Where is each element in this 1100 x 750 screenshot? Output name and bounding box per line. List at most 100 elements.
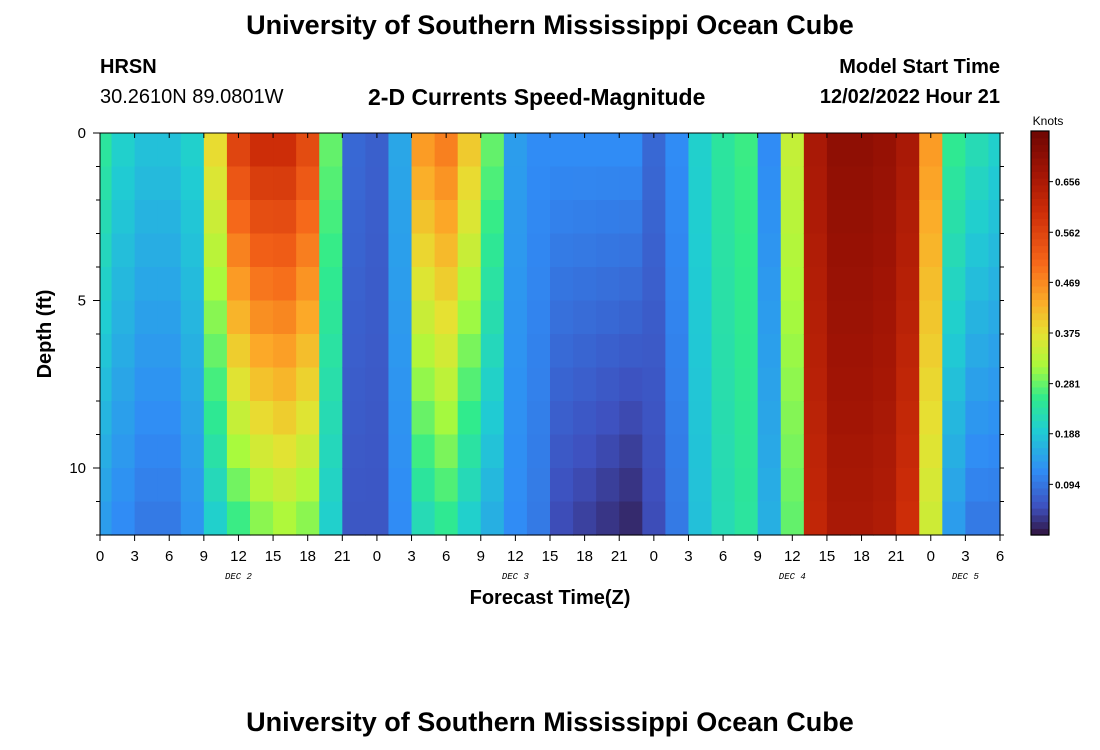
heatmap-cell: [919, 501, 943, 536]
colorbar-swatch: [1031, 319, 1049, 327]
x-tick-label: 12: [507, 548, 524, 565]
heatmap-cell: [665, 166, 690, 201]
heatmap-cell: [296, 300, 320, 335]
colorbar-tick-label: 0.562: [1055, 228, 1080, 239]
heatmap-cell: [734, 267, 759, 302]
heatmap-cell: [157, 367, 182, 402]
heatmap-cell: [134, 401, 159, 436]
heatmap-cell: [503, 233, 528, 268]
heatmap-cell: [250, 133, 274, 168]
heatmap-cell: [342, 334, 366, 369]
heatmap-cell: [180, 401, 205, 436]
heatmap-cell: [711, 501, 736, 536]
heatmap-cell: [296, 468, 320, 503]
heatmap-cell: [803, 434, 828, 469]
colorbar-swatch: [1031, 151, 1049, 159]
heatmap-cell: [157, 300, 182, 335]
heatmap-cell: [526, 367, 551, 402]
heatmap-cell: [180, 200, 205, 235]
heatmap-cell: [480, 233, 505, 268]
x-tick-label: 21: [334, 548, 351, 565]
heatmap-cell: [965, 200, 990, 235]
colorbar-tick-label: 0.281: [1055, 380, 1080, 391]
heatmap-cell: [100, 200, 113, 235]
heatmap-cell: [919, 401, 943, 436]
heatmap-cell: [180, 233, 205, 268]
heatmap-cell: [503, 468, 528, 503]
heatmap-cell: [942, 501, 966, 536]
heatmap-cell: [896, 501, 920, 536]
footer-title: University of Southern Mississippi Ocean…: [246, 707, 854, 737]
x-tick-label: 15: [265, 548, 282, 565]
heatmap-cell: [203, 233, 228, 268]
colorbar-swatch: [1031, 481, 1049, 489]
heatmap-cell: [457, 501, 482, 536]
heatmap-cell: [850, 434, 874, 469]
heatmap-cell: [273, 200, 297, 235]
heatmap-cell: [896, 334, 920, 369]
heatmap-cell: [157, 166, 182, 201]
heatmap-cell: [365, 300, 390, 335]
station-id: HRSN: [100, 56, 157, 78]
heatmap-cell: [503, 334, 528, 369]
colorbar-swatch: [1031, 279, 1049, 287]
heatmap-chart: 0 3 6 9 12 15 18 21 0 3 6 9 12 15 18 21 0 3 6 9 12 15 18 21 0 3 6 D…: [34, 114, 1080, 609]
heatmap-cell: [896, 434, 920, 469]
colorbar-swatch: [1031, 454, 1049, 462]
heatmap-cell: [411, 501, 436, 536]
x-tick-label: 6: [165, 548, 173, 565]
colorbar-swatch: [1031, 353, 1049, 361]
heatmap-cell: [942, 300, 966, 335]
heatmap-cell: [896, 233, 920, 268]
heatmap-cell: [480, 300, 505, 335]
heatmap-cell: [734, 300, 759, 335]
colorbar-swatch: [1031, 205, 1049, 213]
heatmap-cell: [596, 434, 620, 469]
colorbar-tick-label: 0.656: [1055, 178, 1080, 189]
heatmap-cell: [411, 367, 436, 402]
heatmap-cell: [457, 233, 482, 268]
heatmap-cell: [434, 334, 459, 369]
heatmap-cell: [134, 334, 159, 369]
heatmap-cell: [411, 434, 436, 469]
heatmap-cell: [942, 401, 966, 436]
colorbar-swatch: [1031, 265, 1049, 273]
heatmap-cell: [434, 166, 459, 201]
heatmap-cell: [619, 334, 643, 369]
heatmap-cell: [942, 468, 966, 503]
heatmap-cell: [203, 401, 228, 436]
heatmap-cell: [134, 501, 159, 536]
heatmap-cell: [134, 166, 159, 201]
colorbar-swatch: [1031, 508, 1049, 516]
heatmap-cell: [919, 334, 943, 369]
heatmap-cell: [503, 300, 528, 335]
x-tick-label: 0: [927, 548, 935, 565]
heatmap-cell: [965, 166, 990, 201]
heatmap-cell: [780, 468, 805, 503]
heatmap-cell: [526, 434, 551, 469]
heatmap-cell: [273, 468, 297, 503]
heatmap-cell: [619, 233, 643, 268]
heatmap-cell: [273, 166, 297, 201]
heatmap-cell: [780, 501, 805, 536]
heatmap-cell: [550, 133, 574, 168]
heatmap-cell: [780, 401, 805, 436]
heatmap-cell: [319, 267, 343, 302]
colorbar-swatch: [1031, 238, 1049, 247]
heatmap-cell: [988, 501, 1001, 536]
heatmap-cell: [503, 434, 528, 469]
colorbar-swatch: [1031, 299, 1049, 307]
colorbar-swatch: [1031, 191, 1049, 199]
heatmap-cell: [734, 434, 759, 469]
heatmap-cell: [711, 468, 736, 503]
heatmap-cell: [365, 267, 390, 302]
heatmap-cell: [100, 267, 113, 302]
heatmap-cell: [688, 501, 713, 536]
heatmap-cell: [596, 334, 620, 369]
y-tick-label: 10: [69, 460, 86, 477]
heatmap-cell: [342, 401, 366, 436]
heatmap-cell: [319, 334, 343, 369]
x-tick-label: 15: [542, 548, 559, 565]
heatmap-cell: [434, 367, 459, 402]
heatmap-cell: [111, 267, 136, 302]
